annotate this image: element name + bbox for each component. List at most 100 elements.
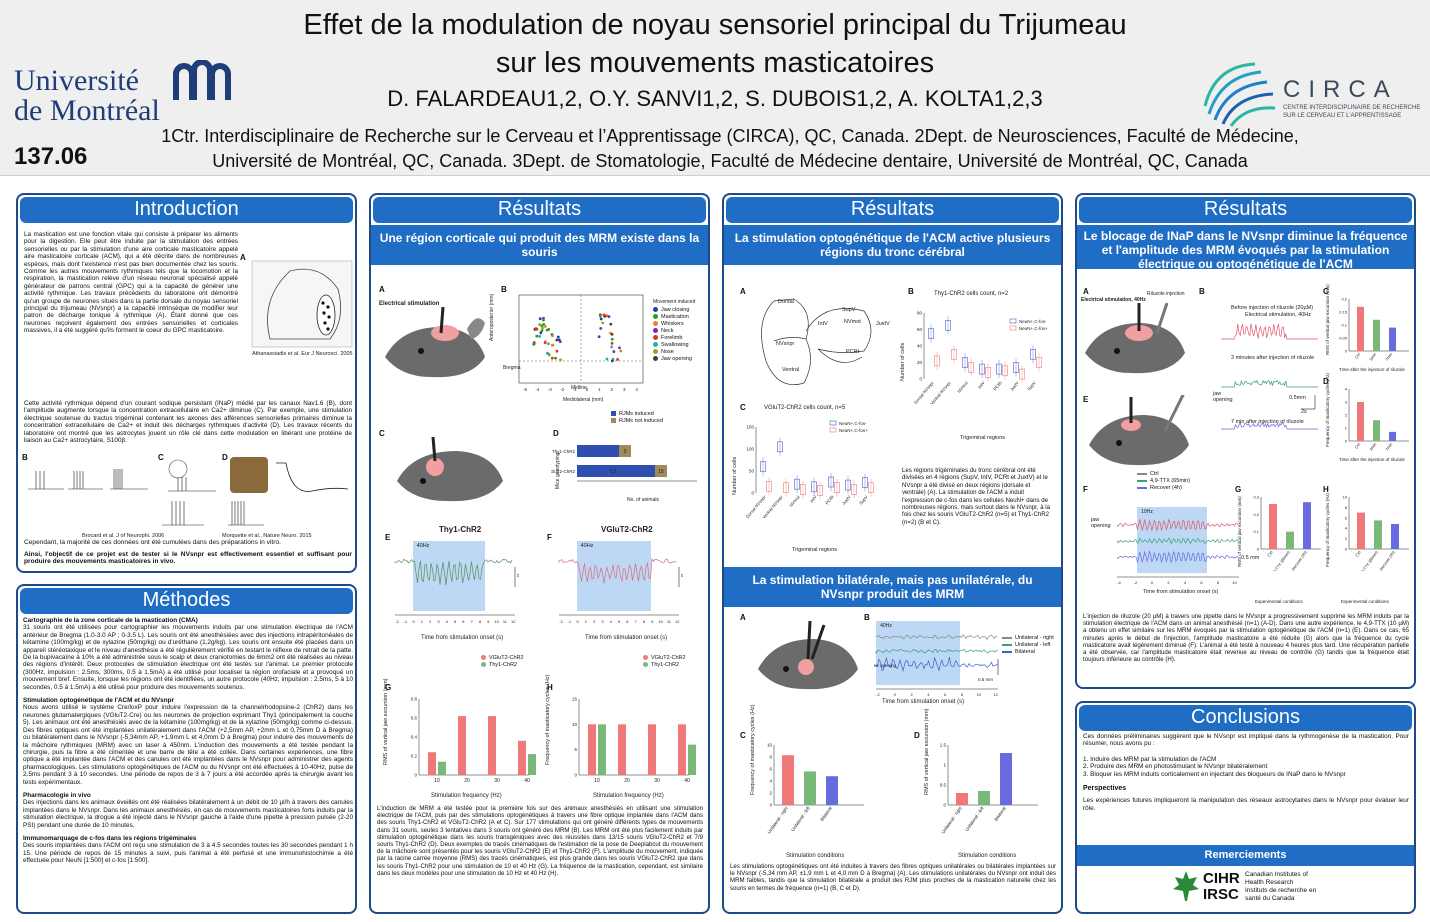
legend-swatch <box>829 427 837 433</box>
map-point <box>598 314 602 318</box>
map-point <box>543 341 547 345</box>
r1-e-label: E <box>385 533 391 542</box>
r3-b-jaw: jaw opening <box>1213 391 1233 403</box>
legend-label: Bilateral <box>1015 649 1035 655</box>
map-point <box>542 318 545 322</box>
r1-d-legend: RJMs induced RJMs not induced <box>611 411 663 425</box>
circa-logo-icon <box>1203 62 1276 127</box>
conclusions-body: Ces données préliminaires suggèrent que … <box>1083 733 1409 812</box>
map-point <box>599 317 603 321</box>
bar <box>1373 319 1380 351</box>
legend-label: Recover (4h) <box>1150 485 1182 491</box>
r3-c-ylabel: RMS of vertical jaw excursion (mm) <box>1325 284 1330 355</box>
legend: NeuN+,C-fos- NeuN+,C-fos+ <box>829 420 868 433</box>
r2-c-label: C <box>740 403 746 412</box>
bar-vglut-value-induced: 13 <box>610 469 616 475</box>
trace-xtick: 0 <box>1151 580 1154 585</box>
legend-label: RJMs induced <box>619 411 654 417</box>
x-tick: 30 <box>494 778 500 784</box>
map-xtick: 4 <box>635 387 638 392</box>
map-point <box>550 343 554 347</box>
concl-item-2: 2. Produire des MRM en photostimulant le… <box>1083 763 1268 771</box>
udem-line1: Université <box>14 64 139 97</box>
legend-swatch <box>1002 643 1012 646</box>
r2-a-regions-diagram <box>761 298 872 385</box>
x-tick: Unilateral - left <box>964 805 985 832</box>
bar <box>1000 753 1012 805</box>
legend-swatch <box>611 418 616 424</box>
bar <box>1286 531 1294 549</box>
r1-c-label: C <box>379 429 385 438</box>
r3-d-label: D <box>1323 377 1329 386</box>
map-point <box>619 349 623 353</box>
legend-label: Whiskers <box>661 321 684 327</box>
y-tick: 1.5 <box>940 743 947 748</box>
r1-b-bregma: Bregma <box>503 365 521 371</box>
methods-body: Cartographie de la zone corticale de la … <box>23 617 353 865</box>
map-point <box>545 328 549 332</box>
intro-panel: Introduction La mastication est une fonc… <box>16 193 357 573</box>
trace-xtick: -4 <box>1117 580 1121 585</box>
x-tick: JuxtV <box>1009 380 1020 392</box>
y-tick: 0.1 <box>1253 529 1259 534</box>
r1-g-xlabel: Stimulation frequency (Hz) <box>431 793 502 799</box>
x-tick: Unilateral - left <box>790 805 811 832</box>
stim-hz: 40Hz <box>581 543 594 549</box>
cihr-leaf-icon <box>1173 871 1199 901</box>
r2-c2-xlabel: Stimulation conditions <box>786 853 845 859</box>
stim-window <box>577 541 651 611</box>
legend-label: Ctrl <box>1150 471 1159 477</box>
methods-h1: Cartographie de la zone corticale de la … <box>23 617 198 624</box>
trace-xtick: 12 <box>675 619 680 624</box>
results2-title: Résultats <box>726 197 1059 223</box>
map-point <box>532 342 536 346</box>
map-point <box>610 337 614 341</box>
y-tick: 40 <box>917 344 923 349</box>
intro-p2: Cette activité rythmique dépend d'un cou… <box>24 400 352 445</box>
legend-swatch <box>643 662 648 668</box>
legend-label: Forelimb <box>661 335 683 341</box>
methods-title: Méthodes <box>20 588 353 614</box>
legend-label: Swallowing <box>661 342 689 348</box>
map-point <box>609 322 613 326</box>
x-tick: SupV <box>858 494 869 505</box>
legend-item: Ctrl <box>1137 471 1190 478</box>
map-point <box>543 325 547 328</box>
r3-g-xlabel: Experimental conditions <box>1255 599 1303 604</box>
trace-xtick: 6 <box>944 692 947 697</box>
results3-title: Résultats <box>1079 197 1412 223</box>
x-tick: 3min <box>1368 442 1377 452</box>
trace-xtick: 11 <box>667 619 672 624</box>
y-tick: 8 <box>769 755 772 760</box>
bar <box>956 793 968 805</box>
y-tick: 8 <box>1345 505 1348 510</box>
x-tick: 10 <box>434 778 440 784</box>
trace-xtick: 10 <box>1232 580 1237 585</box>
y-tick: 0 <box>943 803 946 808</box>
r2-c2-chart: 0 2 4 6 8 10 Unilateral - right Unilateral - le… <box>767 743 864 835</box>
legend-swatch <box>829 420 837 426</box>
y-tick: 4 <box>1345 387 1348 392</box>
stim-hz: 40Hz <box>880 623 892 629</box>
r2-b2-label: B <box>864 613 870 622</box>
legend-swatch <box>1009 318 1017 324</box>
map-point <box>597 335 601 339</box>
x-tick: Ctrl <box>1266 550 1274 558</box>
udem-logo: Université de Montréal <box>14 66 160 126</box>
r1-h-label: H <box>547 683 553 692</box>
intro-p1: La mastication est une fonction vitale q… <box>24 231 238 335</box>
region-label: Ventral <box>782 367 800 373</box>
map-point <box>557 338 561 342</box>
trace-xtick: 7 <box>635 619 638 624</box>
bar-row-thy1: Thy1-ChR2 <box>552 449 576 454</box>
r3-d-xlabel: Time after the injection of riluzole <box>1339 457 1405 462</box>
r2-c2-label: C <box>740 731 746 740</box>
legend-label: Jaw opening <box>661 356 692 362</box>
jaw-trace <box>1221 379 1319 388</box>
trace-xtick: 4 <box>1184 580 1187 585</box>
x-tick: Ctrl <box>1354 352 1362 360</box>
trace-xtick: 8 <box>643 619 646 624</box>
r1-e-timelabel: Time from stimulation onset (s) <box>421 635 504 641</box>
trace-xtick: 4 <box>610 619 613 624</box>
